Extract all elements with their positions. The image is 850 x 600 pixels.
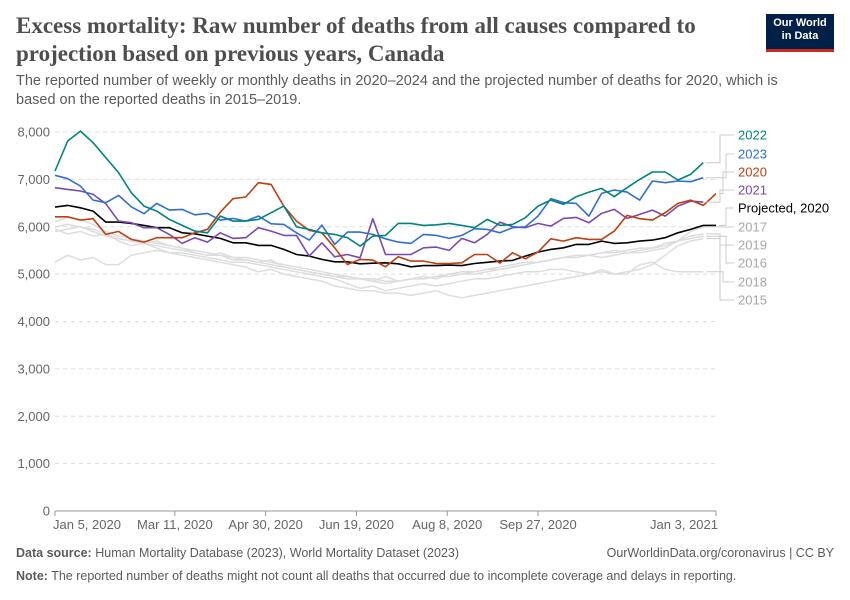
legend-connector xyxy=(719,171,734,195)
legend-label: 2021 xyxy=(738,183,767,198)
y-tick-label: 4,000 xyxy=(17,314,50,329)
owid-logo[interactable]: Our World in Data xyxy=(766,14,834,52)
note-label: Note: xyxy=(16,569,48,583)
y-tick-label: 6,000 xyxy=(17,219,50,234)
series-line-2021 xyxy=(54,186,704,259)
series-line-2022 xyxy=(54,130,704,247)
legend-label: 2017 xyxy=(738,220,767,235)
legend-connector xyxy=(706,235,734,264)
legend-label: 2019 xyxy=(738,238,767,253)
chart-subtitle: The reported number of weekly or monthly… xyxy=(16,73,778,108)
source-link[interactable]: OurWorldinData.org/coronavirus | CC BY xyxy=(606,546,834,560)
legend-connector xyxy=(719,207,734,226)
x-tick-label: Apr 30, 2020 xyxy=(228,517,302,532)
y-tick-label: 1,000 xyxy=(17,456,50,471)
series-line-2020 xyxy=(55,181,717,268)
y-tick-label: 2,000 xyxy=(17,409,50,424)
data-source-label: Data source: xyxy=(16,546,92,560)
x-tick-label: Jun 19, 2020 xyxy=(319,517,394,532)
series-line-2015 xyxy=(54,237,704,299)
x-tick-label: Jan 3, 2021 xyxy=(650,517,718,532)
series-line-2017 xyxy=(54,216,704,282)
y-tick-label: 5,000 xyxy=(17,267,50,282)
logo-line-1: Our World xyxy=(773,17,827,29)
legend-label: 2022 xyxy=(738,128,767,143)
y-tick-label: 8,000 xyxy=(17,125,50,140)
logo-line-2: in Data xyxy=(781,30,819,42)
y-tick-label: 0 xyxy=(43,504,50,519)
legend-label: 2020 xyxy=(738,165,767,180)
note: Note: The reported number of deaths migh… xyxy=(16,569,736,583)
legend-label: 2018 xyxy=(738,275,767,290)
legend-label: Projected, 2020 xyxy=(738,201,829,216)
x-tick-label: Mar 11, 2020 xyxy=(137,517,213,532)
legend-connector xyxy=(706,271,734,283)
legend-label: 2023 xyxy=(738,147,767,162)
x-tick-label: Sep 27, 2020 xyxy=(499,517,576,532)
legend-connector xyxy=(706,153,734,179)
x-tick-label: Jan 5, 2020 xyxy=(53,517,121,532)
x-tick-label: Aug 8, 2020 xyxy=(412,517,482,532)
chart-title: Excess mortality: Raw number of deaths f… xyxy=(16,13,696,66)
legend-connector xyxy=(706,238,734,301)
series-line-2016 xyxy=(54,226,704,285)
series-line-projected-2020 xyxy=(54,204,716,268)
legend-connector xyxy=(706,233,734,246)
legend-label: 2015 xyxy=(738,293,767,308)
data-source: Data source: Human Mortality Database (2… xyxy=(16,546,459,560)
series-line-2023 xyxy=(54,174,704,246)
legend-connector xyxy=(706,189,734,203)
series-line-2018 xyxy=(54,228,704,292)
data-source-text: Human Mortality Database (2023), World M… xyxy=(95,546,460,560)
y-tick-label: 7,000 xyxy=(17,172,50,187)
y-tick-label: 3,000 xyxy=(17,361,50,376)
legend-label: 2016 xyxy=(738,256,767,271)
note-text: The reported number of deaths might not … xyxy=(51,569,737,583)
legend-connector xyxy=(706,134,734,164)
